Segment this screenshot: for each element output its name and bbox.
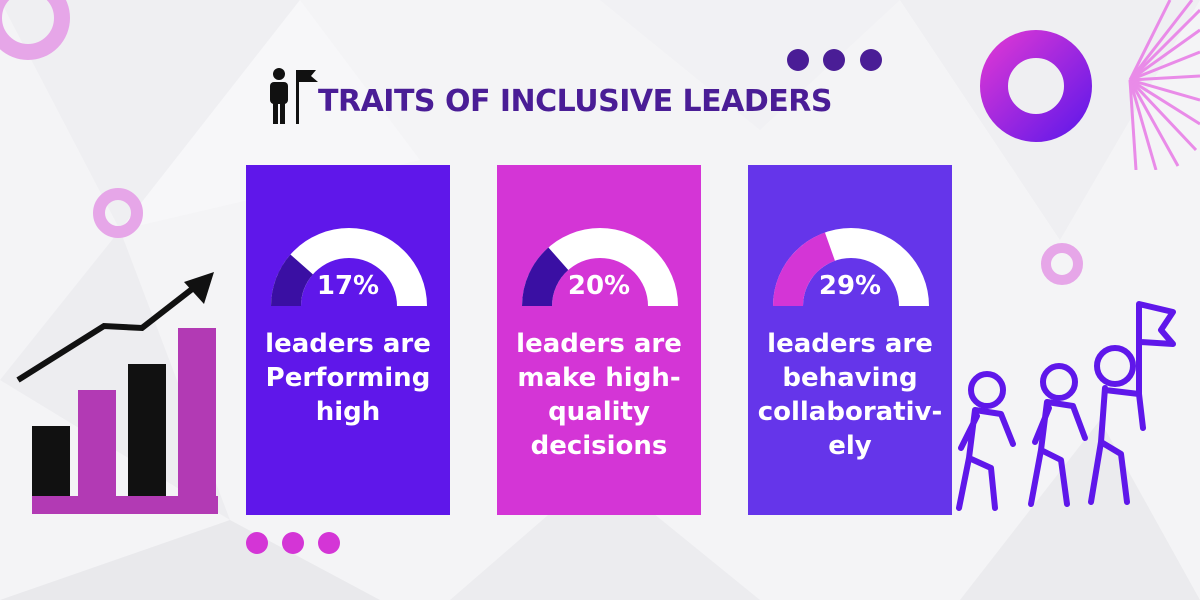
gauge-chart xyxy=(773,228,929,306)
card-description: leaders are Performing high xyxy=(265,329,431,427)
growth-bar-chart-icon xyxy=(16,272,218,514)
card-description: leaders are behaving collaborativ- ely xyxy=(757,329,943,461)
dot-decoration xyxy=(282,532,304,554)
card-description: leaders are make high- quality decisions xyxy=(516,329,682,461)
stat-card xyxy=(246,165,450,515)
dot-decoration xyxy=(246,532,268,554)
ring-decoration-right xyxy=(1041,243,1083,285)
dot-decoration xyxy=(318,532,340,554)
percent-value: 20% xyxy=(567,271,631,301)
page-title: TRAITS OF INCLUSIVE LEADERS xyxy=(318,84,832,119)
percent-value: 29% xyxy=(818,271,882,301)
percent-value: 17% xyxy=(316,271,380,301)
stat-card xyxy=(497,165,701,515)
gauge-chart xyxy=(522,228,678,306)
big-ring-decoration xyxy=(980,30,1092,142)
ring-decoration-top-left xyxy=(0,0,70,60)
stat-card xyxy=(748,165,952,515)
ring-decoration-left xyxy=(93,188,143,238)
people-walking-with-flag-icon xyxy=(956,301,1176,511)
dot-decoration xyxy=(860,49,882,71)
sunburst-decoration xyxy=(1128,0,1200,170)
dot-decoration xyxy=(823,49,845,71)
leader-with-flag-icon xyxy=(270,68,318,124)
gauge-chart xyxy=(271,228,427,306)
dot-decoration xyxy=(787,49,809,71)
